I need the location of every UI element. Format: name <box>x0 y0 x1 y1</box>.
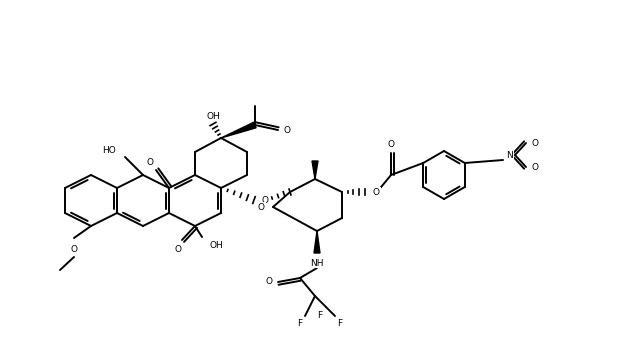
Polygon shape <box>312 161 318 179</box>
Text: F: F <box>318 312 323 321</box>
Text: O: O <box>71 246 77 255</box>
Text: O: O <box>532 162 539 172</box>
Polygon shape <box>221 122 256 138</box>
Polygon shape <box>314 231 320 253</box>
Text: O: O <box>258 203 265 212</box>
Text: F: F <box>338 320 343 329</box>
Text: O: O <box>147 158 154 166</box>
Text: O: O <box>532 139 539 148</box>
Text: O: O <box>175 246 181 255</box>
Text: O: O <box>387 140 394 149</box>
Text: OH: OH <box>206 111 220 120</box>
Text: O: O <box>265 278 273 287</box>
Text: F: F <box>297 320 302 329</box>
Text: OH: OH <box>210 240 224 249</box>
Text: N: N <box>507 151 513 160</box>
Text: O: O <box>284 126 290 135</box>
Text: HO: HO <box>102 146 116 154</box>
Text: O: O <box>262 195 269 204</box>
Text: NH: NH <box>310 258 324 268</box>
Text: O: O <box>373 187 380 196</box>
